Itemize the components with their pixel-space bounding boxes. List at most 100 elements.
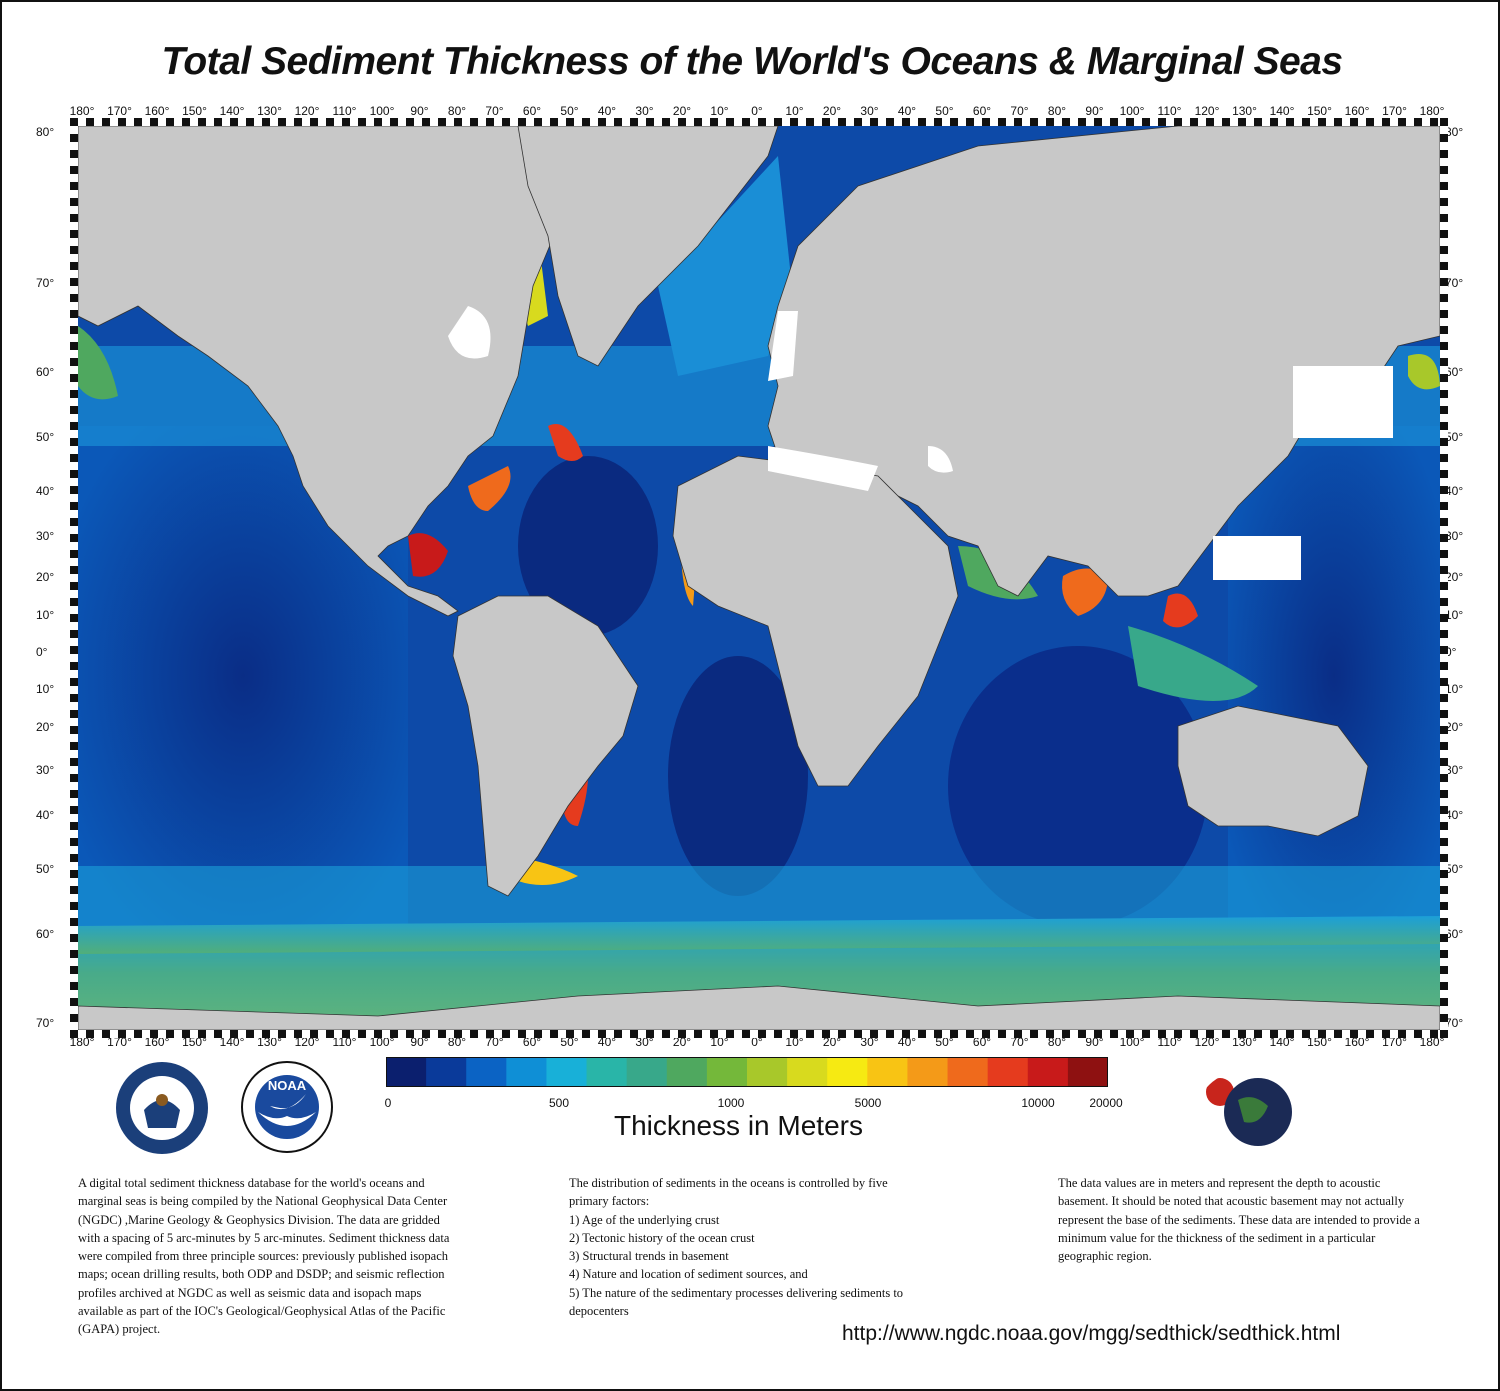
border-segment (70, 174, 78, 182)
border-segment (1440, 478, 1448, 486)
longitude-label: 70° (485, 104, 504, 118)
longitude-label: 60° (522, 104, 542, 118)
border-segment (942, 118, 950, 126)
africa (672, 455, 959, 787)
border-segment (70, 1006, 78, 1014)
border-segment (1094, 1030, 1102, 1038)
border-segment (1038, 1030, 1046, 1038)
border-segment (454, 118, 462, 126)
border-segment (822, 1030, 830, 1038)
border-segment (1270, 118, 1278, 126)
border-segment (1440, 886, 1448, 894)
color-scale-step (827, 1057, 868, 1087)
border-segment (1054, 118, 1062, 126)
longitude-label: 110° (332, 104, 357, 118)
border-segment (1006, 118, 1014, 126)
south-america (452, 595, 639, 897)
border-segment (70, 686, 78, 694)
color-scale-step (1067, 1057, 1108, 1087)
border-segment (878, 118, 886, 126)
border-segment (70, 166, 78, 174)
border-segment (526, 118, 534, 126)
border-segment (1182, 1030, 1190, 1038)
border-segment (334, 1030, 342, 1038)
color-scale-step (586, 1057, 628, 1087)
border-segment (798, 1030, 806, 1038)
border-segment (870, 1030, 878, 1038)
border-segment (614, 1030, 622, 1038)
border-segment (70, 998, 78, 1006)
longitude-label: 50° (560, 104, 579, 118)
border-segment (1118, 1030, 1126, 1038)
latitude-label: 60° (36, 365, 55, 379)
border-segment (206, 1030, 214, 1038)
border-segment (70, 486, 78, 494)
border-segment (1440, 790, 1448, 798)
border-segment (254, 118, 262, 126)
border-segment (230, 1030, 238, 1038)
border-segment (1440, 326, 1448, 334)
border-segment (1342, 1030, 1350, 1038)
longitude-label: 160° (1344, 104, 1370, 118)
border-segment (1326, 118, 1334, 126)
border-segment (1440, 118, 1448, 126)
border-segment (1190, 1030, 1198, 1038)
border-segment (70, 550, 78, 558)
border-segment (174, 118, 182, 126)
border-segment (1440, 318, 1448, 326)
longitude-label: 160° (144, 104, 170, 118)
border-segment (1238, 118, 1246, 126)
border-segment (1254, 1030, 1262, 1038)
border-segment (1440, 310, 1448, 318)
border-segment (70, 814, 78, 822)
border-segment (70, 502, 78, 510)
border-segment (1286, 118, 1294, 126)
border-segment (1102, 1030, 1110, 1038)
border-segment (550, 118, 558, 126)
border-segment (814, 118, 822, 126)
border-segment (1440, 502, 1448, 510)
border-segment (1440, 782, 1448, 790)
gulf-of-mexico-hotspot (408, 533, 448, 577)
border-segment (1440, 742, 1448, 750)
color-scale-label: 20000 (1089, 1096, 1123, 1110)
border-segment (230, 118, 238, 126)
border-segment (1440, 654, 1448, 662)
border-segment (1440, 942, 1448, 950)
border-segment (1414, 1030, 1422, 1038)
border-segment (70, 710, 78, 718)
longitude-label: 0° (751, 104, 763, 118)
border-segment (1440, 542, 1448, 550)
latitude-label: 70° (36, 276, 55, 290)
border-segment (1440, 894, 1448, 902)
border-segment (1440, 1006, 1448, 1014)
border-segment (550, 1030, 558, 1038)
longitude-label: 10° (785, 104, 804, 118)
border-segment (1440, 638, 1448, 646)
border-segment (1440, 750, 1448, 758)
border-segment (70, 342, 78, 350)
source-url[interactable]: http://www.ngdc.noaa.gov/mgg/sedthick/se… (842, 1322, 1341, 1345)
border-segment (982, 1030, 990, 1038)
border-segment (854, 1030, 862, 1038)
border-segment (838, 118, 846, 126)
border-segment (430, 1030, 438, 1038)
border-segment (1440, 462, 1448, 470)
border-segment (494, 1030, 502, 1038)
border-segment (510, 1030, 518, 1038)
latitude-label: 10° (1445, 608, 1464, 622)
longitude-label: 90° (410, 1035, 429, 1049)
sediment-map[interactable] (70, 118, 1448, 1038)
border-segment (1440, 1022, 1448, 1030)
border-segment (70, 206, 78, 214)
border-segment (1440, 398, 1448, 406)
border-segment (518, 1030, 526, 1038)
border-segment (334, 118, 342, 126)
border-segment (798, 118, 806, 126)
longitude-label: 170° (1382, 1035, 1407, 1049)
border-segment (1206, 118, 1214, 126)
border-segment (70, 862, 78, 870)
border-segment (510, 118, 518, 126)
border-segment (70, 230, 78, 238)
border-segment (1440, 998, 1448, 1006)
